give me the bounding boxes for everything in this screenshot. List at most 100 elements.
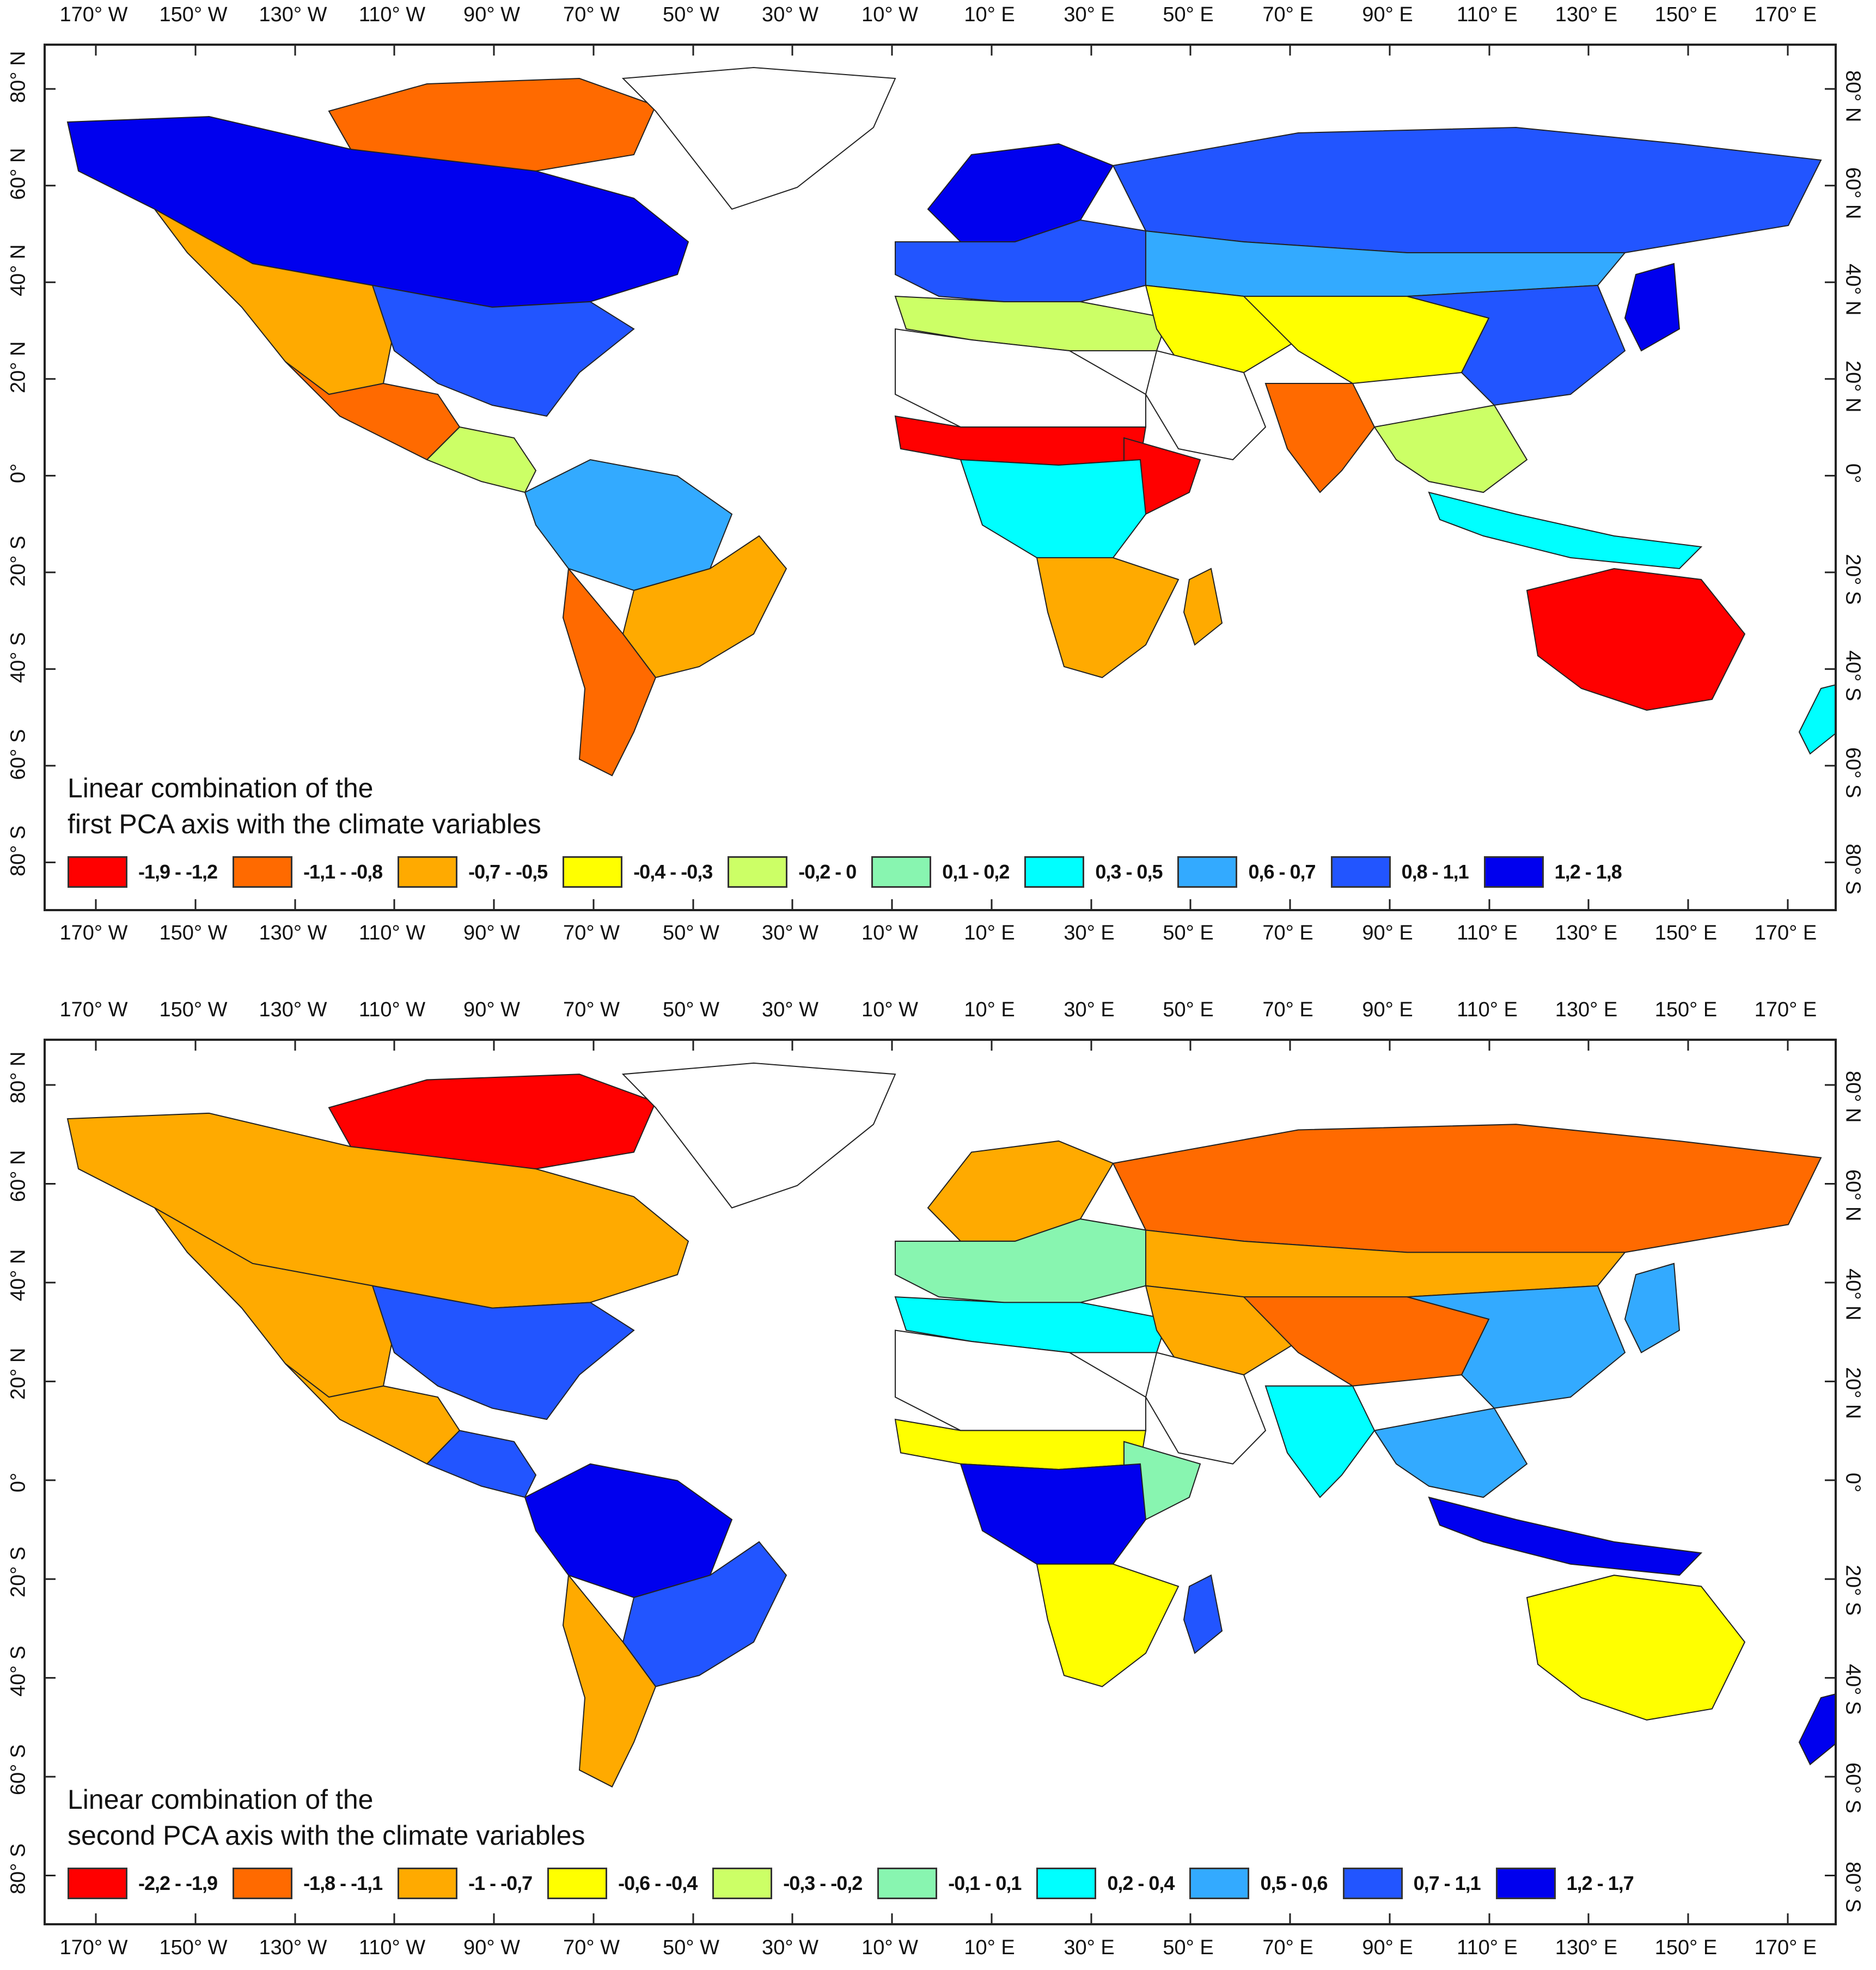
longitude-label: 30° E — [1064, 3, 1115, 26]
longitude-label: 150° E — [1654, 3, 1718, 26]
legend-item: 0,1 - 0,2 — [871, 856, 1010, 888]
region-patagonia — [562, 1573, 657, 1788]
longitude-label: 10° E — [964, 998, 1015, 1021]
legend-label: -2,2 - -1,9 — [138, 1872, 218, 1894]
land-group — [66, 66, 1835, 777]
legend-swatch — [68, 856, 127, 888]
region-madagascar — [1183, 1574, 1223, 1655]
latitude-label: 0° — [7, 463, 30, 484]
longitude-label: 70° E — [1262, 1936, 1313, 1959]
latitude-label: 80° S — [7, 1843, 30, 1894]
legend-label: -1 - -0,7 — [468, 1872, 533, 1894]
longitude-label: 110° W — [358, 998, 426, 1021]
legend-label: 0,2 - 0,4 — [1107, 1872, 1175, 1894]
legend-item: 0,3 - 0,5 — [1024, 856, 1163, 888]
longitude-label: 170° W — [59, 998, 128, 1021]
legend-label: -0,7 - -0,5 — [468, 861, 548, 883]
latitude-label: 40° N — [7, 1249, 30, 1301]
region-siberia — [1112, 126, 1822, 253]
legend-label: -0,4 - -0,3 — [633, 861, 713, 883]
legend-swatch — [712, 1868, 773, 1899]
legend: -2,2 - -1,9 -1,8 - -1,1 -1 - -0,7 -0,6 - -0… — [68, 1868, 1649, 1899]
legend-label: 0,3 - 0,5 — [1095, 861, 1163, 883]
legend-label: -0,2 - 0 — [798, 861, 857, 883]
land-group — [66, 1062, 1835, 1788]
longitude-label: 170° E — [1754, 922, 1817, 944]
longitude-axis-top: 170° W 150° W 130° W 110° W 90° W 70° W 50° W 3… — [44, 998, 1832, 1031]
latitude-label: 60° N — [1841, 167, 1865, 219]
title-line-2: second PCA axis with the climate variabl… — [68, 1820, 585, 1851]
legend-label: 0,1 - 0,2 — [942, 861, 1010, 883]
legend-swatch — [871, 856, 932, 888]
longitude-label: 170° E — [1754, 3, 1817, 26]
latitude-label: 40° S — [1841, 1663, 1865, 1715]
longitude-label: 10° W — [861, 3, 918, 26]
legend-swatch — [1483, 856, 1544, 888]
world-map-pca2 — [46, 1041, 1835, 1923]
latitude-label: 40° N — [1841, 1268, 1865, 1321]
region-china-east — [1407, 1285, 1626, 1409]
legend-swatch — [877, 1868, 938, 1899]
legend-item: 0,6 - 0,7 — [1177, 856, 1316, 888]
latitude-label: 60° N — [7, 148, 30, 200]
latitude-label: 40° S — [1841, 650, 1865, 702]
legend-item: -2,2 - -1,9 — [68, 1868, 218, 1899]
legend-item: -0,2 - 0 — [728, 856, 857, 888]
latitude-label: 80° N — [7, 51, 30, 103]
longitude-label: 10° W — [861, 998, 918, 1021]
longitude-label: 110° E — [1457, 998, 1518, 1021]
latitude-label: 80° S — [1841, 1861, 1865, 1912]
longitude-label: 50° W — [663, 998, 719, 1021]
latitude-label: 20° N — [7, 1347, 30, 1400]
longitude-label: 90° W — [463, 922, 520, 944]
longitude-label: 10° W — [861, 922, 918, 944]
longitude-label: 170° W — [59, 922, 128, 944]
longitude-label: 70° E — [1262, 922, 1313, 944]
legend-item: -0,4 - -0,3 — [563, 856, 713, 888]
longitude-label: 50° E — [1163, 3, 1214, 26]
longitude-label: 30° W — [762, 3, 818, 26]
frame-ticks — [46, 46, 1835, 909]
region-indonesia — [1428, 491, 1703, 570]
legend-swatch — [1189, 1868, 1250, 1899]
longitude-label: 10° E — [964, 3, 1015, 26]
legend-label: -0,6 - -0,4 — [618, 1872, 698, 1894]
legend: -1,9 - -1,2 -1,1 - -0,8 -0,7 - -0,5 -0,4 - … — [68, 856, 1637, 888]
longitude-axis-bottom: 170° W 150° W 130° W 110° W 90° W 70° W 50° W 3… — [44, 1936, 1832, 1969]
legend-item: 1,2 - 1,8 — [1483, 856, 1622, 888]
world-map-pca1 — [46, 46, 1835, 909]
region-japan — [1624, 1262, 1681, 1353]
longitude-label: 30° E — [1064, 1936, 1115, 1959]
region-india — [1264, 1385, 1376, 1498]
region-australia — [1526, 568, 1746, 711]
longitude-label: 150° W — [159, 3, 228, 26]
longitude-label: 110° E — [1457, 1936, 1518, 1959]
legend-label: 0,8 - 1,1 — [1401, 861, 1469, 883]
longitude-label: 150° W — [159, 1936, 228, 1959]
region-new-zealand — [1798, 684, 1835, 755]
legend-label: -0,1 - 0,1 — [948, 1872, 1022, 1894]
longitude-label: 150° E — [1654, 998, 1718, 1021]
legend-label: 0,6 - 0,7 — [1248, 861, 1316, 883]
legend-swatch — [563, 856, 623, 888]
map-title: Linear combination of the first PCA axis… — [68, 770, 541, 842]
longitude-label: 150° E — [1654, 1936, 1718, 1959]
longitude-label: 30° W — [762, 922, 818, 944]
region-japan — [1624, 263, 1681, 352]
longitude-label: 90° E — [1362, 922, 1413, 944]
longitude-label: 50° W — [663, 922, 719, 944]
latitude-label: 60° S — [7, 729, 30, 780]
longitude-label: 130° E — [1555, 1936, 1618, 1959]
legend-swatch — [1036, 1868, 1097, 1899]
latitude-label: 20° N — [1841, 1367, 1865, 1419]
longitude-label: 90° E — [1362, 1936, 1413, 1959]
region-north-america-east — [371, 284, 635, 417]
longitude-label: 110° W — [358, 1936, 426, 1959]
legend-item: -1,1 - -0,8 — [233, 856, 383, 888]
legend-item: -1,9 - -1,2 — [68, 856, 218, 888]
region-southern-africa — [1036, 1563, 1180, 1687]
latitude-label: 40° N — [1841, 264, 1865, 316]
latitude-label: 60° S — [1841, 747, 1865, 798]
latitude-axis-left: 80° N 60° N 40° N 20° N 0° 20° S 40° S 60° S 80°… — [2, 1043, 40, 1925]
latitude-label: 20° S — [7, 535, 30, 587]
